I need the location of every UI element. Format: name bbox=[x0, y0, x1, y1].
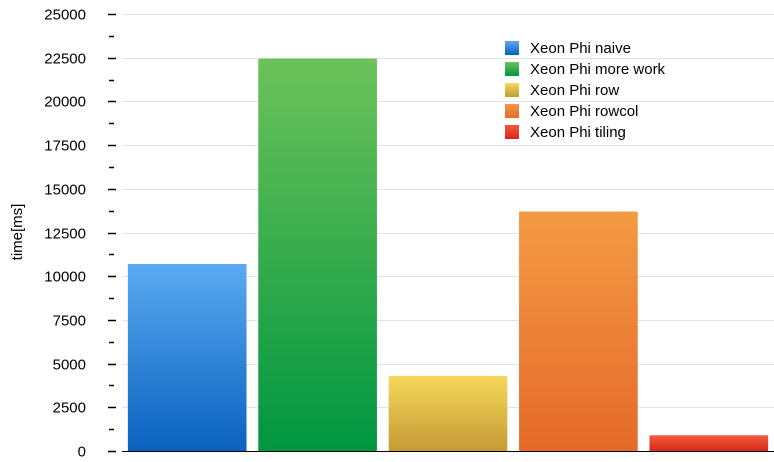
legend-label: Xeon Phi tiling bbox=[530, 124, 626, 141]
y-tick-label: 2500 bbox=[53, 400, 86, 417]
y-tick-label: 17500 bbox=[44, 138, 86, 155]
y-tick-label: 5000 bbox=[53, 357, 86, 374]
y-tick-label: 10000 bbox=[44, 269, 86, 286]
y-tick-label: 20000 bbox=[44, 94, 86, 111]
legend-swatch bbox=[505, 41, 519, 55]
bar-3 bbox=[519, 211, 638, 451]
y-tick-label: 22500 bbox=[44, 51, 86, 68]
legend-swatch bbox=[505, 104, 519, 118]
legend-label: Xeon Phi more work bbox=[530, 61, 666, 78]
y-tick-label: 12500 bbox=[44, 226, 86, 243]
y-tick-label: 15000 bbox=[44, 182, 86, 199]
y-axis-title: time[ms] bbox=[9, 204, 26, 261]
y-tick-label: 25000 bbox=[44, 7, 86, 24]
bar-1 bbox=[258, 58, 377, 451]
legend-swatch bbox=[505, 125, 519, 139]
y-tick-label: 0 bbox=[78, 444, 86, 461]
legend-swatch bbox=[505, 83, 519, 97]
bars bbox=[127, 58, 769, 451]
y-tick-label: 7500 bbox=[53, 313, 86, 330]
bar-4 bbox=[649, 435, 769, 451]
legend-label: Xeon Phi rowcol bbox=[530, 103, 638, 120]
legend-swatch bbox=[505, 62, 519, 76]
legend: Xeon Phi naive Xeon Phi more work Xeon Phi… bbox=[505, 40, 666, 141]
y-axis: 0 2500 5000 7500 10000 12500 15000 17500 20000 22… bbox=[44, 7, 774, 461]
bar-2 bbox=[388, 375, 508, 451]
legend-label: Xeon Phi naive bbox=[530, 40, 631, 57]
legend-label: Xeon Phi row bbox=[530, 82, 619, 99]
bar-0 bbox=[127, 263, 247, 451]
